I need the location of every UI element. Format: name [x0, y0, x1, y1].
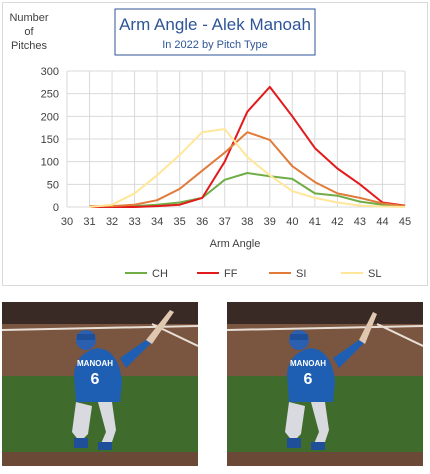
- series-line-ff: [89, 85, 406, 208]
- chart-title: Arm Angle - Alek Manoah: [119, 15, 311, 34]
- jersey-name-left: MANOAH: [77, 359, 113, 368]
- x-tick-label: 45: [399, 216, 411, 228]
- y-tick-label: 250: [41, 89, 59, 101]
- legend: CH FF SI SL: [125, 268, 381, 280]
- y-axis-label-line-3: Pitches: [11, 40, 48, 52]
- series-line-si: [89, 131, 406, 208]
- x-tick-labels: 30 31 32 33 34 35 36 37 38 39 40 41 42 43 44 45: [61, 216, 411, 228]
- y-axis-label-line-2: of: [24, 26, 34, 38]
- chart-frame: Arm Angle - Alek Manoah In 2022 by Pitch…: [2, 2, 428, 286]
- pitcher-photo-left: MANOAH 6: [2, 302, 198, 466]
- x-tick-label: 39: [264, 216, 276, 228]
- x-tick-label: 37: [219, 216, 231, 228]
- y-axis-label: Number of Pitches: [9, 12, 48, 52]
- x-tick-label: 34: [151, 216, 163, 228]
- legend-label: CH: [152, 268, 168, 280]
- x-tick-label: 40: [286, 216, 298, 228]
- y-tick-label: 300: [41, 66, 59, 78]
- y-tick-label: 150: [41, 134, 59, 146]
- x-tick-label: 31: [83, 216, 95, 228]
- x-tick-label: 43: [354, 216, 366, 228]
- legend-label: SI: [296, 268, 306, 280]
- y-tick-label: 100: [41, 157, 59, 169]
- y-tick-label: 0: [53, 202, 59, 214]
- jersey-number-left: 6: [91, 371, 100, 388]
- x-tick-label: 44: [376, 216, 388, 228]
- jersey-name-right: MANOAH: [290, 359, 326, 368]
- legend-item-ff: FF: [197, 268, 238, 280]
- title-box: Arm Angle - Alek Manoah In 2022 by Pitch…: [114, 8, 316, 56]
- x-tick-label: 33: [128, 216, 140, 228]
- x-tick-label: 30: [61, 216, 73, 228]
- y-axis-label-line-1: Number: [9, 12, 48, 24]
- legend-item-sl: SL: [341, 268, 381, 280]
- series-line-ch: [89, 172, 406, 208]
- y-tick-labels: 0 50 100 150 200 250 300: [41, 66, 59, 214]
- arm-angle-chart: Arm Angle - Alek Manoah In 2022 by Pitch…: [9, 8, 411, 280]
- grid-lines: [66, 70, 406, 208]
- chart-subtitle: In 2022 by Pitch Type: [162, 39, 268, 51]
- y-tick-label: 200: [41, 111, 59, 123]
- x-tick-label: 36: [196, 216, 208, 228]
- legend-item-ch: CH: [125, 268, 168, 280]
- series-lines: [89, 85, 406, 208]
- x-axis-label: Arm Angle: [210, 238, 261, 250]
- x-tick-label: 41: [309, 216, 321, 228]
- legend-label: SL: [368, 268, 381, 280]
- x-tick-label: 35: [174, 216, 186, 228]
- jersey-number-right: 6: [304, 371, 313, 388]
- legend-label: FF: [224, 268, 238, 280]
- y-tick-label: 50: [47, 179, 59, 191]
- x-tick-label: 32: [106, 216, 118, 228]
- x-tick-label: 38: [241, 216, 253, 228]
- series-line-sl: [89, 128, 406, 208]
- legend-item-si: SI: [269, 268, 306, 280]
- x-tick-label: 42: [331, 216, 343, 228]
- pitcher-photo-right: MANOAH 6: [227, 302, 423, 466]
